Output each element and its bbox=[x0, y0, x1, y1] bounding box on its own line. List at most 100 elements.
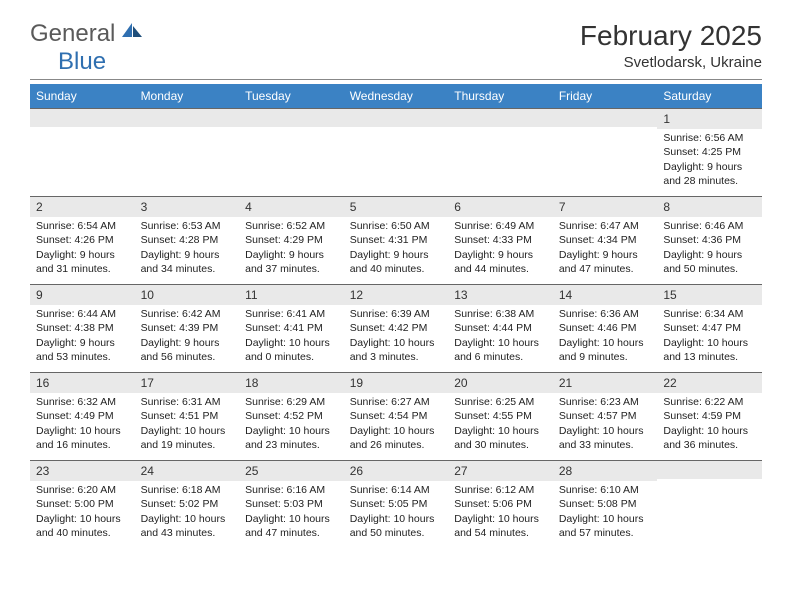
month-title: February 2025 bbox=[580, 20, 762, 52]
day-number bbox=[30, 109, 135, 127]
calendar-cell: 15Sunrise: 6:34 AMSunset: 4:47 PMDayligh… bbox=[657, 285, 762, 373]
sunrise-text: Sunrise: 6:36 AM bbox=[559, 307, 652, 321]
day-details: Sunrise: 6:47 AMSunset: 4:34 PMDaylight:… bbox=[553, 217, 658, 280]
day-details: Sunrise: 6:16 AMSunset: 5:03 PMDaylight:… bbox=[239, 481, 344, 544]
sunset-text: Sunset: 4:51 PM bbox=[141, 409, 234, 423]
calendar-head: Sunday Monday Tuesday Wednesday Thursday… bbox=[30, 84, 762, 109]
brand-part1: General bbox=[30, 20, 115, 48]
sunrise-text: Sunrise: 6:38 AM bbox=[454, 307, 547, 321]
daylight-text: Daylight: 9 hours and 40 minutes. bbox=[350, 248, 443, 276]
col-friday: Friday bbox=[553, 84, 658, 109]
day-details: Sunrise: 6:54 AMSunset: 4:26 PMDaylight:… bbox=[30, 217, 135, 280]
calendar-cell bbox=[239, 109, 344, 197]
calendar-cell: 2Sunrise: 6:54 AMSunset: 4:26 PMDaylight… bbox=[30, 197, 135, 285]
sunset-text: Sunset: 4:38 PM bbox=[36, 321, 129, 335]
sunset-text: Sunset: 4:47 PM bbox=[663, 321, 756, 335]
day-number: 18 bbox=[239, 373, 344, 393]
sunrise-text: Sunrise: 6:27 AM bbox=[350, 395, 443, 409]
sunrise-text: Sunrise: 6:52 AM bbox=[245, 219, 338, 233]
sunset-text: Sunset: 4:55 PM bbox=[454, 409, 547, 423]
day-number: 27 bbox=[448, 461, 553, 481]
day-details: Sunrise: 6:56 AMSunset: 4:25 PMDaylight:… bbox=[657, 129, 762, 192]
sunrise-text: Sunrise: 6:14 AM bbox=[350, 483, 443, 497]
day-details: Sunrise: 6:34 AMSunset: 4:47 PMDaylight:… bbox=[657, 305, 762, 368]
daylight-text: Daylight: 9 hours and 44 minutes. bbox=[454, 248, 547, 276]
sunset-text: Sunset: 4:42 PM bbox=[350, 321, 443, 335]
calendar-cell bbox=[448, 109, 553, 197]
sunset-text: Sunset: 4:59 PM bbox=[663, 409, 756, 423]
day-details: Sunrise: 6:41 AMSunset: 4:41 PMDaylight:… bbox=[239, 305, 344, 368]
calendar-row: 9Sunrise: 6:44 AMSunset: 4:38 PMDaylight… bbox=[30, 285, 762, 373]
day-details: Sunrise: 6:49 AMSunset: 4:33 PMDaylight:… bbox=[448, 217, 553, 280]
sunset-text: Sunset: 4:41 PM bbox=[245, 321, 338, 335]
sunset-text: Sunset: 4:25 PM bbox=[663, 145, 756, 159]
calendar-row: 16Sunrise: 6:32 AMSunset: 4:49 PMDayligh… bbox=[30, 373, 762, 461]
daylight-text: Daylight: 10 hours and 54 minutes. bbox=[454, 512, 547, 540]
calendar-row: 23Sunrise: 6:20 AMSunset: 5:00 PMDayligh… bbox=[30, 461, 762, 549]
calendar-table: Sunday Monday Tuesday Wednesday Thursday… bbox=[30, 84, 762, 549]
calendar-row: 2Sunrise: 6:54 AMSunset: 4:26 PMDaylight… bbox=[30, 197, 762, 285]
day-number: 16 bbox=[30, 373, 135, 393]
daylight-text: Daylight: 10 hours and 0 minutes. bbox=[245, 336, 338, 364]
sunset-text: Sunset: 5:08 PM bbox=[559, 497, 652, 511]
sunrise-text: Sunrise: 6:22 AM bbox=[663, 395, 756, 409]
day-number: 14 bbox=[553, 285, 658, 305]
daylight-text: Daylight: 10 hours and 40 minutes. bbox=[36, 512, 129, 540]
daylight-text: Daylight: 10 hours and 16 minutes. bbox=[36, 424, 129, 452]
day-details: Sunrise: 6:10 AMSunset: 5:08 PMDaylight:… bbox=[553, 481, 658, 544]
day-details: Sunrise: 6:22 AMSunset: 4:59 PMDaylight:… bbox=[657, 393, 762, 456]
day-details: Sunrise: 6:39 AMSunset: 4:42 PMDaylight:… bbox=[344, 305, 449, 368]
daylight-text: Daylight: 10 hours and 26 minutes. bbox=[350, 424, 443, 452]
calendar-cell: 7Sunrise: 6:47 AMSunset: 4:34 PMDaylight… bbox=[553, 197, 658, 285]
sunrise-text: Sunrise: 6:20 AM bbox=[36, 483, 129, 497]
sunset-text: Sunset: 4:54 PM bbox=[350, 409, 443, 423]
daylight-text: Daylight: 9 hours and 34 minutes. bbox=[141, 248, 234, 276]
calendar-cell: 19Sunrise: 6:27 AMSunset: 4:54 PMDayligh… bbox=[344, 373, 449, 461]
sunrise-text: Sunrise: 6:41 AM bbox=[245, 307, 338, 321]
day-number bbox=[657, 461, 762, 479]
sail-icon bbox=[120, 21, 144, 39]
day-details: Sunrise: 6:52 AMSunset: 4:29 PMDaylight:… bbox=[239, 217, 344, 280]
day-number bbox=[448, 109, 553, 127]
sunrise-text: Sunrise: 6:23 AM bbox=[559, 395, 652, 409]
daylight-text: Daylight: 10 hours and 3 minutes. bbox=[350, 336, 443, 364]
sunset-text: Sunset: 4:46 PM bbox=[559, 321, 652, 335]
day-number: 24 bbox=[135, 461, 240, 481]
sunrise-text: Sunrise: 6:25 AM bbox=[454, 395, 547, 409]
sunset-text: Sunset: 4:36 PM bbox=[663, 233, 756, 247]
calendar-cell bbox=[553, 109, 658, 197]
day-number: 11 bbox=[239, 285, 344, 305]
calendar-cell: 10Sunrise: 6:42 AMSunset: 4:39 PMDayligh… bbox=[135, 285, 240, 373]
calendar-cell: 9Sunrise: 6:44 AMSunset: 4:38 PMDaylight… bbox=[30, 285, 135, 373]
calendar-cell: 21Sunrise: 6:23 AMSunset: 4:57 PMDayligh… bbox=[553, 373, 658, 461]
sunrise-text: Sunrise: 6:53 AM bbox=[141, 219, 234, 233]
sunrise-text: Sunrise: 6:32 AM bbox=[36, 395, 129, 409]
sunset-text: Sunset: 4:28 PM bbox=[141, 233, 234, 247]
day-details: Sunrise: 6:32 AMSunset: 4:49 PMDaylight:… bbox=[30, 393, 135, 456]
sunrise-text: Sunrise: 6:49 AM bbox=[454, 219, 547, 233]
day-details: Sunrise: 6:18 AMSunset: 5:02 PMDaylight:… bbox=[135, 481, 240, 544]
sunrise-text: Sunrise: 6:50 AM bbox=[350, 219, 443, 233]
col-sunday: Sunday bbox=[30, 84, 135, 109]
day-number: 21 bbox=[553, 373, 658, 393]
calendar-cell bbox=[344, 109, 449, 197]
day-number: 7 bbox=[553, 197, 658, 217]
day-number: 12 bbox=[344, 285, 449, 305]
sunset-text: Sunset: 4:33 PM bbox=[454, 233, 547, 247]
sunset-text: Sunset: 5:06 PM bbox=[454, 497, 547, 511]
calendar-cell: 23Sunrise: 6:20 AMSunset: 5:00 PMDayligh… bbox=[30, 461, 135, 549]
calendar-cell: 5Sunrise: 6:50 AMSunset: 4:31 PMDaylight… bbox=[344, 197, 449, 285]
sunrise-text: Sunrise: 6:46 AM bbox=[663, 219, 756, 233]
page-header: General February 2025 Svetlodarsk, Ukrai… bbox=[0, 0, 792, 79]
calendar-cell: 14Sunrise: 6:36 AMSunset: 4:46 PMDayligh… bbox=[553, 285, 658, 373]
day-details: Sunrise: 6:42 AMSunset: 4:39 PMDaylight:… bbox=[135, 305, 240, 368]
day-number: 4 bbox=[239, 197, 344, 217]
day-details: Sunrise: 6:20 AMSunset: 5:00 PMDaylight:… bbox=[30, 481, 135, 544]
daylight-text: Daylight: 9 hours and 50 minutes. bbox=[663, 248, 756, 276]
sunrise-text: Sunrise: 6:10 AM bbox=[559, 483, 652, 497]
calendar-cell bbox=[30, 109, 135, 197]
day-details: Sunrise: 6:36 AMSunset: 4:46 PMDaylight:… bbox=[553, 305, 658, 368]
calendar-cell: 13Sunrise: 6:38 AMSunset: 4:44 PMDayligh… bbox=[448, 285, 553, 373]
day-number: 6 bbox=[448, 197, 553, 217]
calendar-cell: 24Sunrise: 6:18 AMSunset: 5:02 PMDayligh… bbox=[135, 461, 240, 549]
